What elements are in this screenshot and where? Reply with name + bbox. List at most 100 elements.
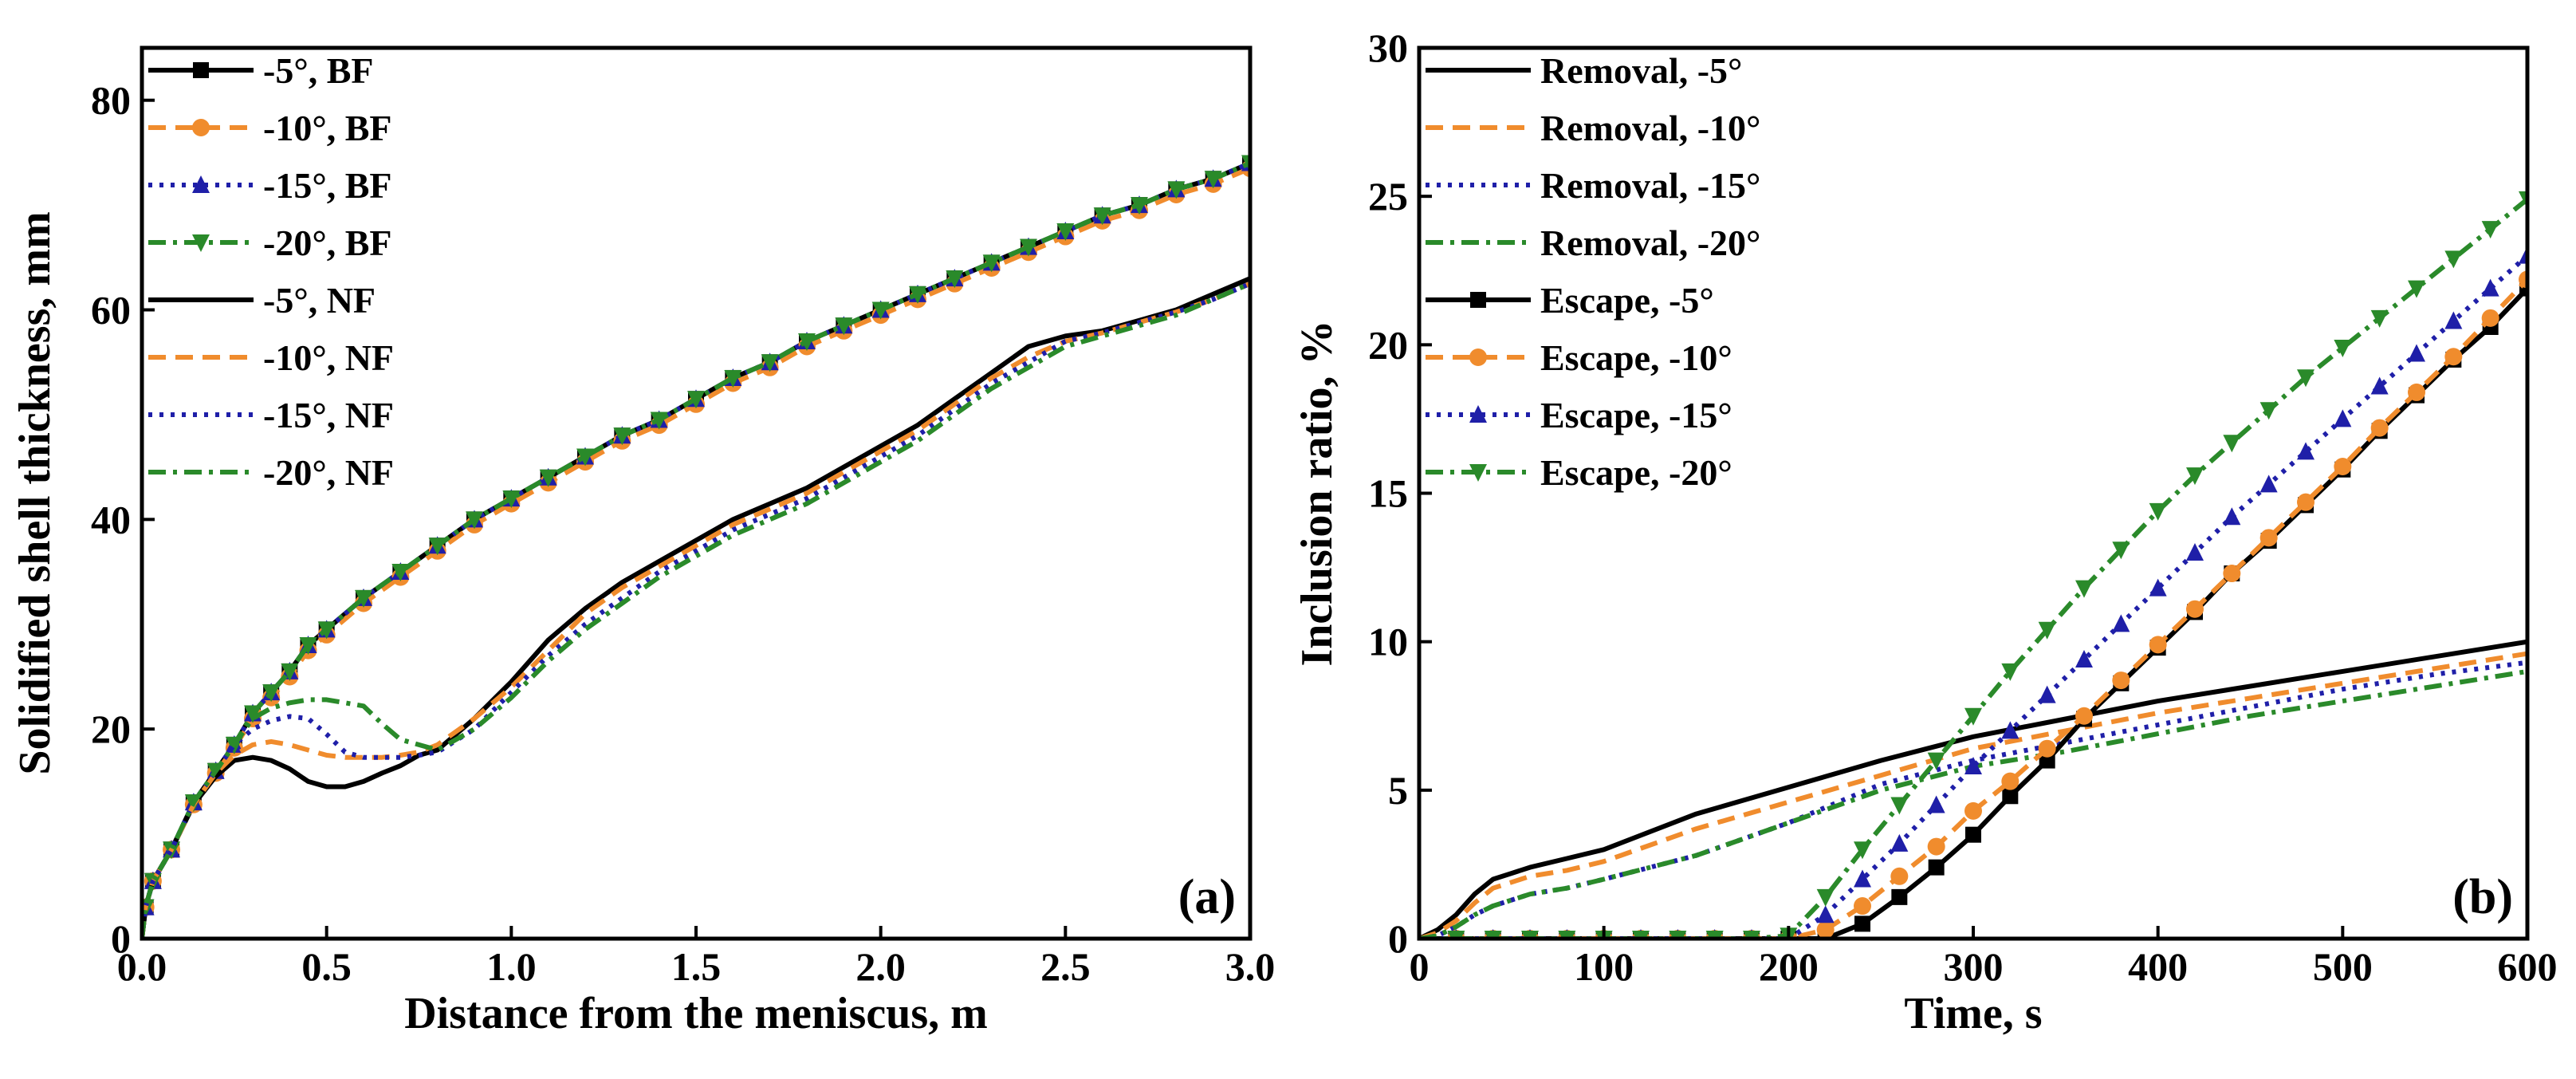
data-point [2112, 614, 2130, 632]
data-point [687, 391, 705, 409]
data-point [1965, 826, 1981, 843]
data-point [1927, 837, 1945, 856]
legend-label-3: -20°, BF [263, 222, 392, 263]
x-tick-label: 600 [2498, 944, 2558, 989]
data-point [2223, 565, 2241, 583]
data-point [871, 301, 890, 320]
data-point [2370, 419, 2389, 437]
y-tick-label: 5 [1388, 768, 1408, 813]
data-point [2370, 309, 2389, 328]
data-point [2223, 435, 2241, 453]
data-point [982, 254, 1001, 273]
data-point [2112, 541, 2130, 560]
data-point [2408, 383, 2425, 401]
data-point [1131, 197, 1148, 215]
data-point [2334, 409, 2352, 427]
series-line-5 [142, 281, 1250, 939]
data-point [1020, 238, 1037, 257]
data-point [262, 684, 281, 703]
data-point [2149, 578, 2167, 597]
data-point [1927, 795, 1945, 813]
data-point [2519, 191, 2527, 209]
panel-a-chart: 0.0 0.5 1.0 1.5 2.0 2.5 3.0 0 20 40 60 80 Distance f… [10, 45, 1275, 1038]
legend-marker-3 [192, 234, 210, 252]
y-tick-label: 40 [91, 497, 131, 541]
y-axis-title: Inclusion ratio, % [1292, 320, 1342, 666]
data-point [2001, 721, 2020, 739]
data-point [1890, 833, 1909, 852]
legend-marker-1 [192, 119, 210, 136]
data-point [946, 270, 964, 289]
data-point [835, 317, 853, 336]
x-tick-label: 1.0 [486, 944, 537, 989]
data-point [2186, 542, 2204, 561]
data-point [2519, 280, 2527, 297]
data-point [1854, 897, 1871, 916]
y-tick-label: 60 [91, 288, 131, 333]
data-point [1816, 888, 1835, 907]
x-tick-label: 300 [1944, 944, 2004, 989]
data-point [466, 511, 483, 530]
data-point [576, 448, 594, 467]
series-line-7 [142, 281, 1250, 939]
data-point [2149, 636, 2167, 654]
data-point [2186, 600, 2204, 618]
x-tick-label: 0 [1410, 944, 1430, 989]
legend-label-0: -5°, BF [263, 50, 374, 91]
data-point [2001, 772, 2020, 790]
legend-label-0: Removal, -5° [1540, 50, 1742, 91]
panel-label: (a) [1178, 870, 1236, 924]
legend-label-4: -5°, NF [263, 280, 376, 321]
legend-label-7: -20°, NF [263, 452, 394, 493]
data-point [2259, 475, 2278, 493]
data-point [1854, 869, 1871, 888]
x-tick-label: 2.0 [855, 944, 906, 989]
data-point [2039, 752, 2055, 769]
data-point [2075, 650, 2093, 668]
legend-label-2: Removal, -15° [1540, 165, 1760, 206]
data-point [2408, 344, 2425, 362]
series-line-6 [142, 281, 1250, 939]
data-point [798, 333, 816, 351]
data-point [1816, 920, 1835, 939]
data-point [650, 412, 668, 430]
data-point [2334, 340, 2352, 358]
data-point [2075, 580, 2093, 598]
series-group [142, 153, 1250, 939]
data-point [2297, 442, 2314, 460]
data-point [1964, 801, 1982, 820]
legend-label-6: -15°, NF [263, 395, 394, 435]
legend-marker-2 [192, 175, 210, 193]
x-tick-label: 400 [2128, 944, 2188, 989]
data-point [355, 589, 372, 608]
y-tick-label: 30 [1368, 26, 1408, 70]
data-point [1204, 171, 1222, 189]
data-point [909, 286, 926, 304]
x-axis-title: Distance from the meniscus, m [404, 989, 988, 1038]
legend-label-4: Escape, -5° [1540, 280, 1714, 321]
data-point [761, 354, 779, 372]
data-point [1890, 867, 1909, 885]
series-line-0 [1419, 639, 2527, 939]
data-point [2001, 663, 2020, 681]
legend-label-5: Escape, -10° [1540, 337, 1732, 378]
data-point [1854, 841, 1871, 860]
data-point [2075, 707, 2093, 725]
y-tick-label: 15 [1368, 471, 1408, 516]
legend-label-1: -10°, BF [263, 108, 392, 148]
data-point [2297, 369, 2314, 388]
data-point [391, 564, 410, 582]
data-point [244, 705, 262, 723]
data-point [1891, 888, 1908, 905]
data-point [2519, 246, 2527, 264]
data-point [2444, 250, 2463, 269]
legend: -5°, BF -10°, BF -15°, BF -20°, BF -5°, NF -1… [148, 50, 394, 493]
data-point [1093, 207, 1111, 226]
y-tick-label: 0 [1388, 916, 1408, 961]
data-point [2223, 507, 2241, 526]
data-point [1927, 752, 1945, 770]
x-tick-label: 500 [2313, 944, 2373, 989]
legend-label-5: -10°, NF [263, 337, 394, 378]
legend-label-3: Removal, -20° [1540, 222, 1760, 263]
data-point [2297, 493, 2314, 511]
